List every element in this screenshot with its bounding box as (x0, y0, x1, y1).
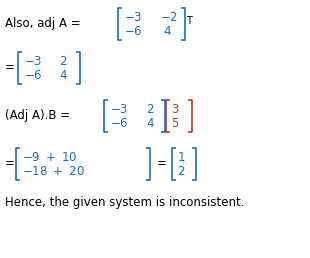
Text: (Adj A).B =: (Adj A).B = (5, 109, 70, 123)
Text: $1$: $1$ (177, 151, 185, 164)
Text: $\mathrm{T}$: $\mathrm{T}$ (186, 14, 194, 26)
Text: $3$: $3$ (171, 103, 179, 116)
Text: $-2$: $-2$ (160, 11, 178, 24)
Text: Hence, the given system is inconsistent.: Hence, the given system is inconsistent. (5, 196, 245, 209)
Text: $-3$: $-3$ (110, 103, 128, 116)
Text: $-3$: $-3$ (24, 55, 42, 68)
Text: $2$: $2$ (177, 165, 185, 178)
Text: $-18\ +\ 20$: $-18\ +\ 20$ (22, 165, 85, 178)
Text: $4$: $4$ (163, 25, 172, 38)
Text: $-3$: $-3$ (124, 11, 142, 24)
Text: $-9\ +\ 10$: $-9\ +\ 10$ (22, 151, 78, 164)
Text: =: = (157, 157, 167, 171)
Text: $-6$: $-6$ (124, 25, 143, 38)
Text: Also, adj A =: Also, adj A = (5, 18, 81, 30)
Text: $2$: $2$ (59, 55, 67, 68)
Text: $2$: $2$ (146, 103, 154, 116)
Text: $-6$: $-6$ (24, 69, 42, 82)
Text: $5$: $5$ (171, 117, 179, 130)
Text: =: = (5, 157, 15, 171)
Text: =: = (5, 61, 15, 75)
Text: $-6$: $-6$ (110, 117, 129, 130)
Text: $4$: $4$ (59, 69, 68, 82)
Text: $4$: $4$ (146, 117, 155, 130)
